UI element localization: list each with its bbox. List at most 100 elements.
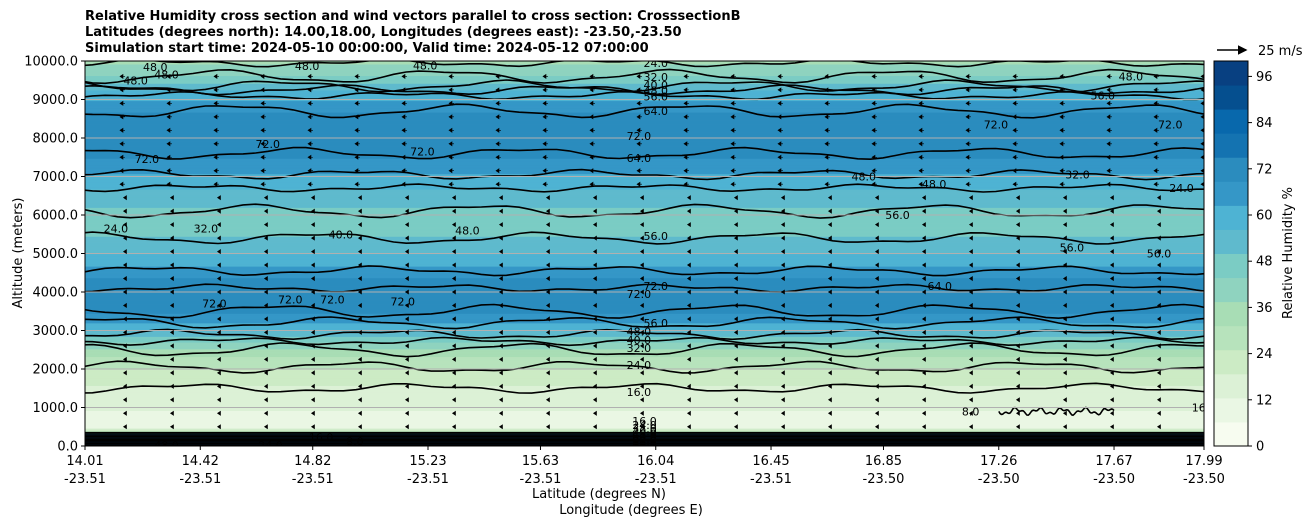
- wind-vector: [1062, 316, 1067, 322]
- contour-label: 24.0: [258, 439, 283, 452]
- wind-vector: [263, 222, 268, 228]
- colorbar-tick-label: 72: [1256, 162, 1273, 177]
- x-tick-label-lon: -23.51: [292, 472, 334, 487]
- wind-vector: [824, 73, 830, 79]
- x-tick-label-lon: -23.51: [64, 472, 106, 487]
- wind-vector: [777, 168, 783, 174]
- wind-vector: [777, 87, 783, 93]
- wind-vector: [1062, 356, 1067, 362]
- rh-band: [85, 310, 1204, 312]
- rh-band: [85, 202, 1204, 205]
- y-tick-label: 1000.0: [33, 401, 79, 416]
- wind-vector: [1012, 168, 1018, 174]
- wind-vector: [263, 302, 268, 309]
- wind-vector: [1106, 100, 1112, 106]
- wind-vector: [1059, 87, 1065, 93]
- wind-vector: [827, 262, 832, 268]
- rh-band: [85, 254, 1204, 257]
- rh-band: [85, 235, 1204, 237]
- wind-vector: [921, 383, 926, 389]
- rh-band: [85, 172, 1204, 175]
- rh-band: [85, 358, 1204, 360]
- wind-vector: [119, 114, 125, 120]
- contour-label: 16.0: [627, 386, 652, 399]
- wind-vector: [216, 329, 221, 335]
- wind-vector: [730, 100, 736, 106]
- rh-band: [85, 162, 1204, 164]
- wind-vector: [451, 424, 456, 430]
- rh-band: [85, 189, 1204, 192]
- rh-band: [85, 81, 1204, 83]
- wind-vector: [1153, 127, 1159, 133]
- wind-vector: [921, 235, 926, 241]
- wind-vector: [592, 289, 597, 295]
- rh-band: [85, 261, 1204, 263]
- wind-vector: [777, 181, 783, 187]
- wind-vector: [545, 370, 550, 376]
- wind-vector: [451, 208, 456, 214]
- rh-band: [85, 307, 1204, 309]
- wind-vector: [451, 195, 456, 201]
- rh-band: [85, 290, 1204, 292]
- wind-vector: [545, 222, 550, 228]
- rh-band: [85, 128, 1204, 130]
- wind-vector: [401, 100, 407, 106]
- wind-vector: [827, 302, 832, 309]
- rh-band: [85, 79, 1204, 81]
- rh-band: [85, 417, 1204, 419]
- wind-vector: [213, 87, 219, 93]
- wind-vector: [357, 262, 362, 268]
- wind-vector: [1106, 127, 1112, 133]
- rh-band: [85, 216, 1204, 219]
- wind-vector: [263, 235, 268, 241]
- rh-band: [85, 337, 1204, 339]
- wind-vector: [404, 397, 409, 403]
- rh-band: [85, 343, 1204, 346]
- wind-vector: [1015, 356, 1020, 362]
- wind-vector: [122, 195, 127, 201]
- wind-vector: [780, 275, 785, 282]
- rh-band: [85, 66, 1204, 69]
- rh-band: [85, 414, 1204, 416]
- rh-band: [85, 152, 1204, 154]
- wind-vector: [918, 168, 924, 174]
- rh-band: [85, 364, 1204, 366]
- contour-line: [85, 265, 1204, 277]
- rh-band: [85, 179, 1204, 181]
- wind-vector: [1203, 224, 1204, 225]
- rh-band: [85, 148, 1204, 151]
- wind-vector: [1156, 275, 1161, 282]
- wind-vector: [216, 397, 221, 403]
- wind-vector: [871, 154, 877, 160]
- wind-vector: [404, 370, 409, 376]
- wind-vector: [216, 370, 221, 376]
- wind-vector: [921, 424, 926, 430]
- contour-label: 72.0: [410, 145, 435, 158]
- wind-vector: [542, 141, 548, 147]
- rh-band: [85, 420, 1204, 423]
- wind-vector: [1109, 262, 1114, 268]
- wind-vector: [1203, 426, 1204, 427]
- x-tick-label-lon: -23.50: [1183, 472, 1225, 487]
- colorbar-swatch: [1214, 109, 1248, 134]
- wind-vector: [1203, 386, 1204, 387]
- contour-label: 40.0: [643, 79, 668, 92]
- wind-vector: [401, 181, 407, 187]
- wind-vector: [169, 302, 174, 309]
- wind-vector: [122, 383, 127, 389]
- rh-band: [85, 330, 1204, 333]
- wind-vector: [827, 397, 832, 403]
- rh-band: [85, 344, 1204, 347]
- wind-vector: [122, 208, 127, 214]
- wind-vector: [780, 235, 785, 241]
- wind-vector: [495, 73, 501, 79]
- wind-vector: [354, 181, 360, 187]
- wind-vector: [310, 383, 315, 389]
- wind-vector: [119, 181, 125, 187]
- rh-band: [85, 224, 1204, 227]
- wind-vector: [122, 262, 127, 268]
- rh-band: [85, 145, 1204, 148]
- wind-vector: [921, 410, 926, 416]
- wind-vector: [451, 235, 456, 241]
- contour-label: 32.0: [632, 422, 657, 435]
